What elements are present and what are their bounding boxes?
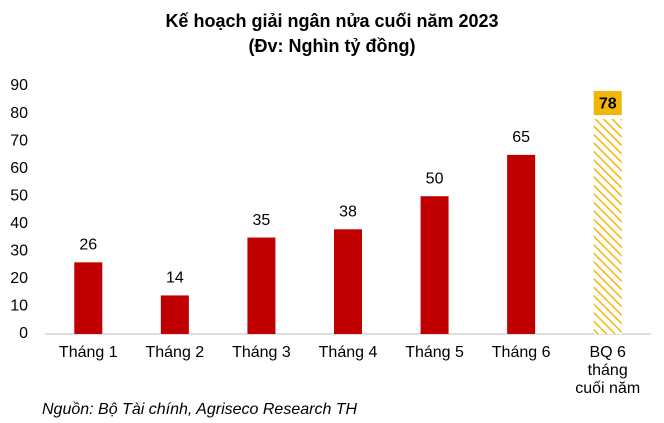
y-tick-label: 40 [10,215,28,232]
x-tick-label: Tháng 1 [58,344,118,361]
x-tick-label: Tháng 2 [145,344,205,361]
bar [593,119,622,334]
x-tick-label: Tháng 3 [232,344,291,361]
value-label: 35 [253,212,271,229]
x-tick-label: Tháng 5 [405,344,464,361]
y-tick-label: 20 [10,270,28,287]
x-tick-box: Tháng 5 [405,344,464,361]
bar [74,262,103,334]
y-tick-label: 30 [10,243,28,260]
bar [334,229,362,334]
x-tick-label: Tháng 4 [318,344,378,361]
y-tick-label: 80 [10,105,28,122]
value-label-box [593,91,622,116]
chart-subtitle: (Đv: Nghìn tỷ đồng) [249,36,416,56]
source-note: Nguồn: Bộ Tài chính, Agriseco Research T… [42,401,358,418]
x-tick-label: BQ 6 tháng cuối năm [575,344,641,397]
bar [507,154,536,334]
x-tick-box: Tháng 6 [491,344,551,361]
y-tick-label: 10 [10,298,28,315]
value-label: 38 [339,204,357,221]
x-tick-box: BQ 6 tháng cuối năm [575,344,641,397]
x-tick-box: Tháng 1 [58,344,118,361]
y-tick-label: 50 [10,187,28,204]
chart-title: Kế hoạch giải ngân nửa cuối năm 2023 [165,11,498,31]
bar [420,196,449,334]
y-tick-label: 60 [10,160,28,177]
y-tick-label: 0 [19,325,28,342]
x-tick-box: Tháng 3 [232,344,291,361]
y-tick-label: 70 [10,132,28,149]
y-tick-label: 90 [10,77,28,94]
x-tick-box: Tháng 4 [318,344,378,361]
value-label: 26 [79,237,97,254]
x-tick-box: Tháng 2 [145,344,205,361]
value-label: 78 [599,95,617,112]
value-label: 65 [512,129,530,146]
value-label: 14 [166,270,184,287]
bar [247,237,276,334]
x-tick-label: Tháng 6 [491,344,551,361]
bar [160,295,189,334]
value-label: 50 [426,170,444,187]
